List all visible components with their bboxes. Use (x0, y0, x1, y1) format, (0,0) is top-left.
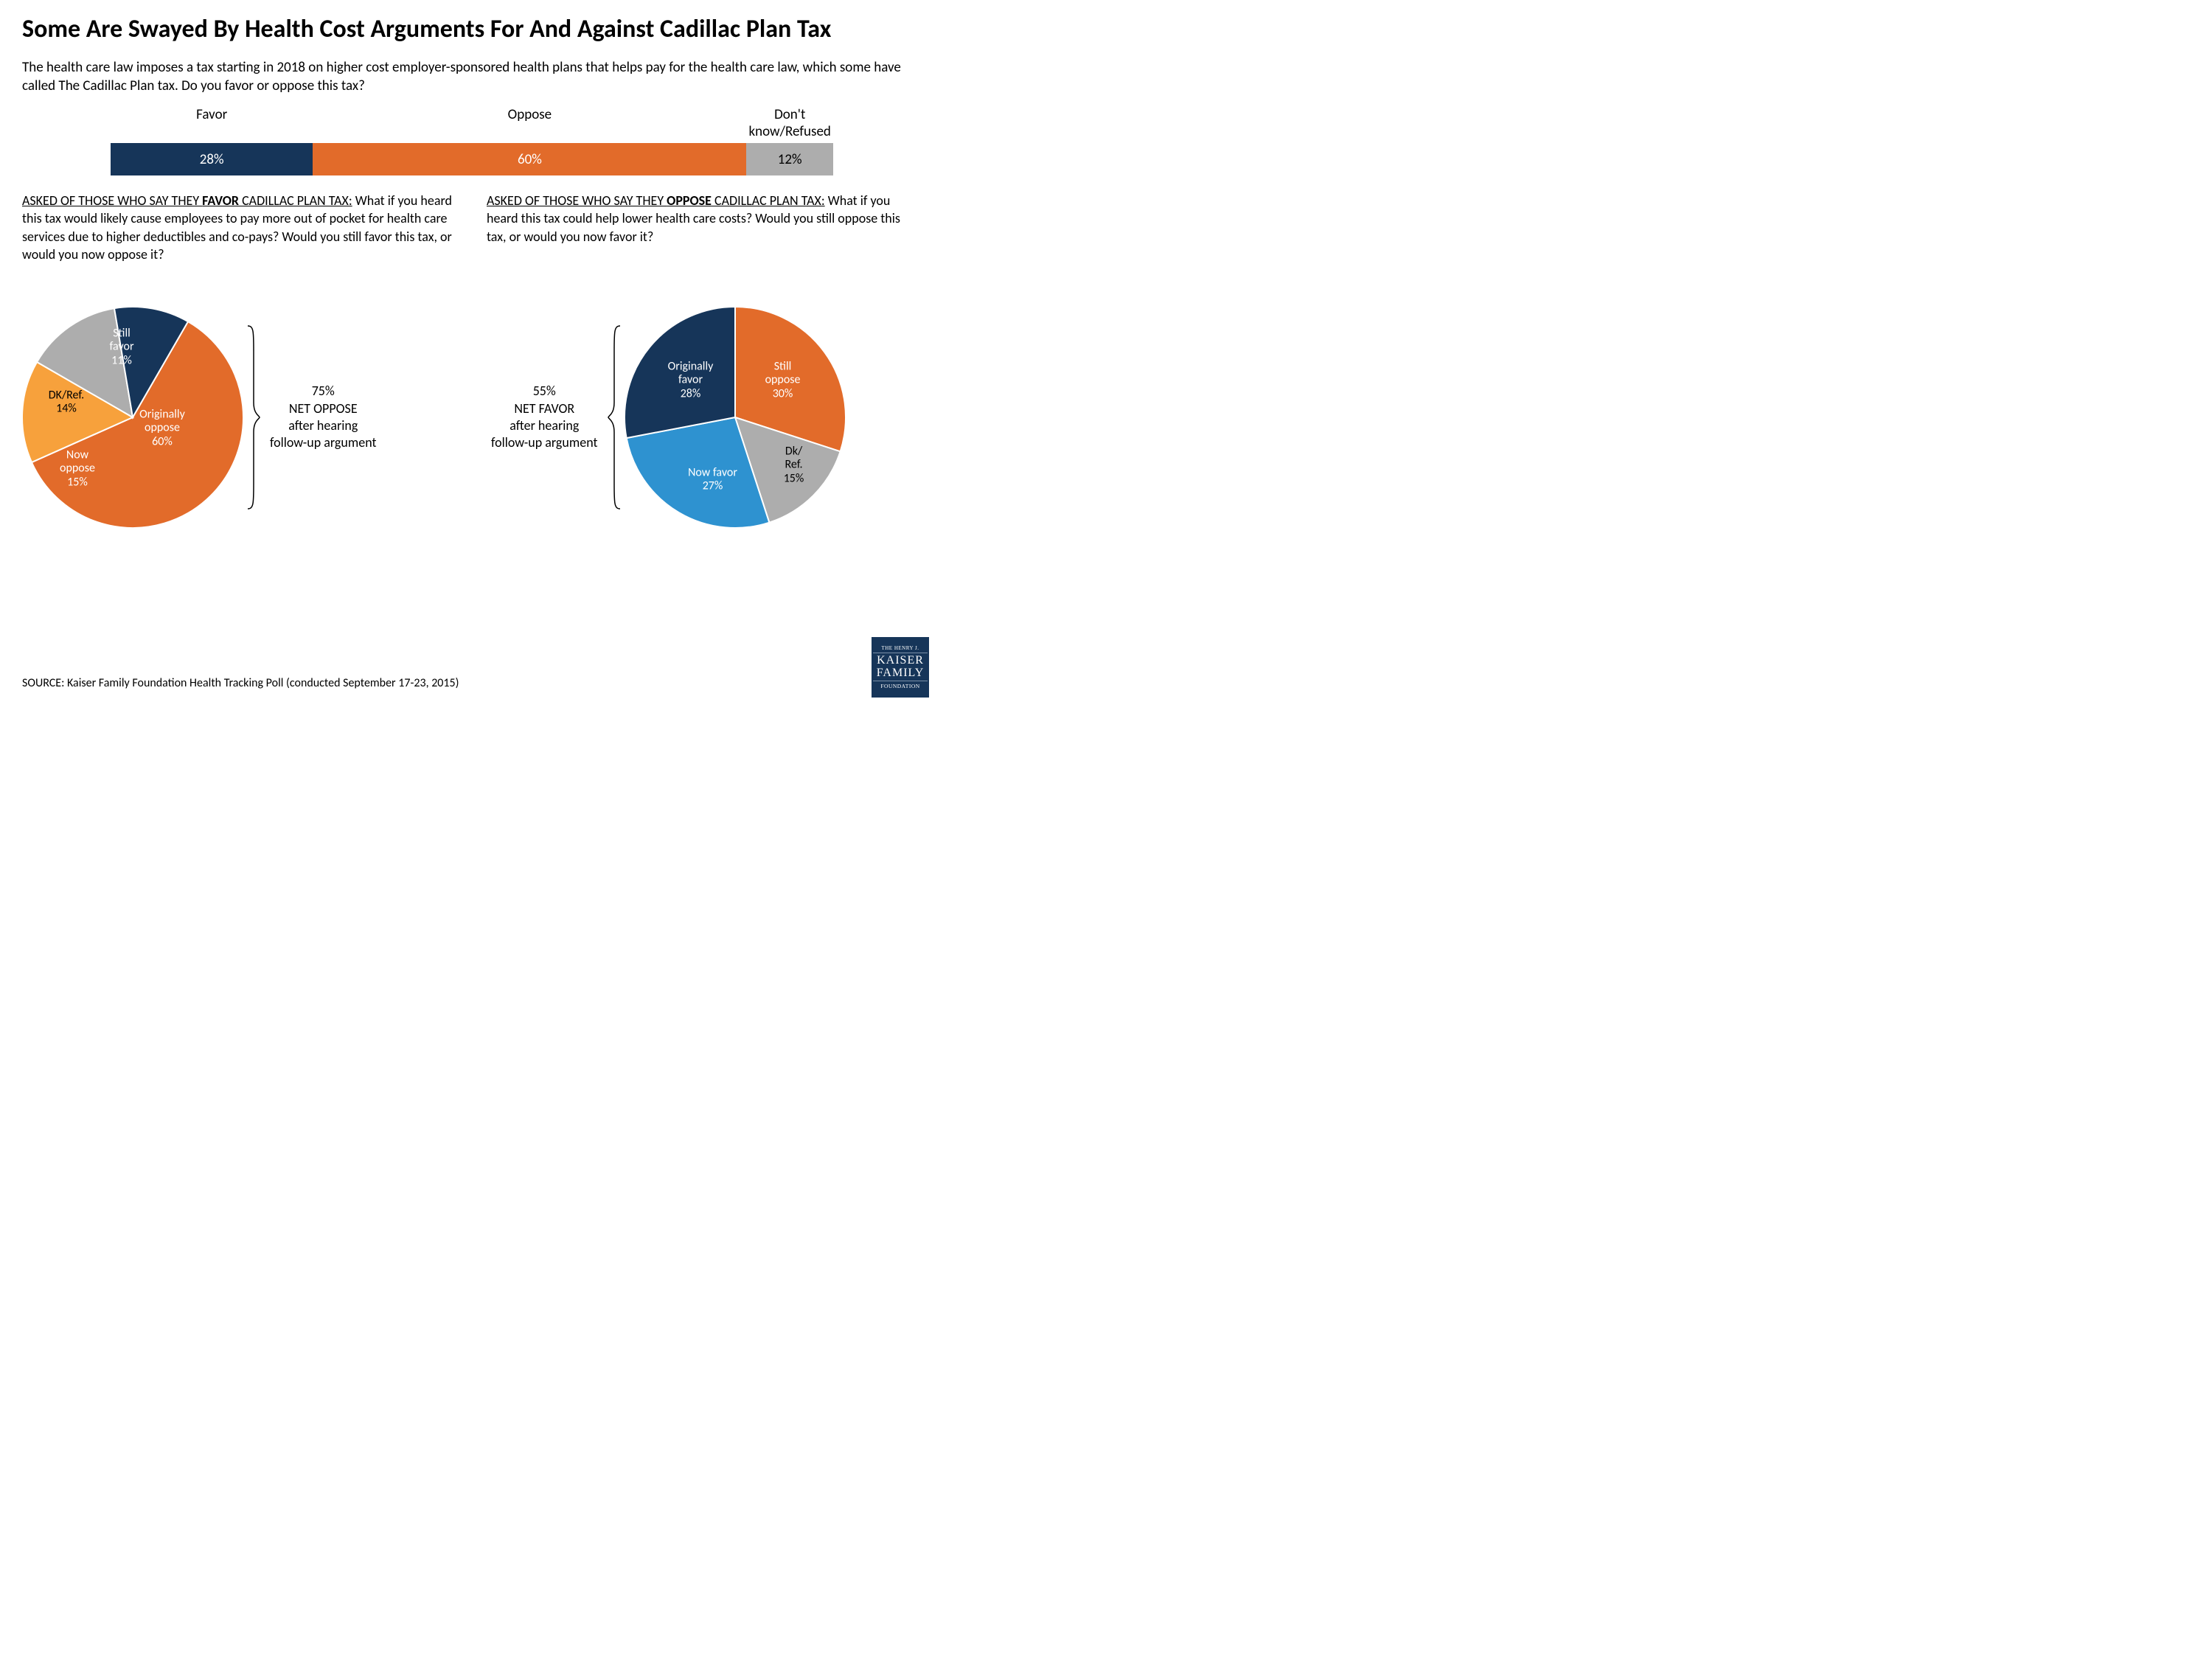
right-summary-pct: 55% (533, 383, 556, 400)
bar-segment: 28% (111, 143, 313, 175)
bar-segment-label: Oppose (313, 106, 746, 140)
pie-slice (625, 307, 735, 438)
subtitle-text: The health care law imposes a tax starti… (22, 58, 922, 96)
left-pie-chart: Originallyoppose60%Nowoppose15%DK/Ref.14… (22, 307, 243, 528)
right-summary-text: NET FAVORafter hearingfollow-up argument (491, 400, 598, 452)
left-summary-text: NET OPPOSEafter hearingfollow-up argumen… (270, 400, 377, 452)
right-followup-text: ASKED OF THOSE WHO SAY THEY OPPOSE CADIL… (487, 192, 922, 295)
left-column: ASKED OF THOSE WHO SAY THEY FAVOR CADILL… (22, 192, 457, 528)
source-text: SOURCE: Kaiser Family Foundation Health … (22, 676, 459, 690)
bar-segment: 60% (313, 143, 746, 175)
page-title: Some Are Swayed By Health Cost Arguments… (22, 15, 922, 45)
kff-logo: THE HENRY J. KAISERFAMILY FOUNDATION (872, 637, 929, 698)
stacked-bar-labels: FavorOpposeDon't know/Refused (111, 106, 833, 140)
right-pie-chart: Stilloppose30%Dk/Ref.15%Now favor27%Orig… (625, 307, 846, 528)
right-summary: 55% NET FAVORafter hearingfollow-up argu… (487, 383, 602, 452)
pie-svg (625, 307, 846, 528)
bar-segment-label: Favor (111, 106, 313, 140)
left-summary-pct: 75% (312, 383, 335, 400)
left-followup-text: ASKED OF THOSE WHO SAY THEY FAVOR CADILL… (22, 192, 457, 295)
bar-segment: 12% (746, 143, 833, 175)
stacked-bar: 28%60%12% (111, 143, 833, 175)
logo-bot: FOUNDATION (873, 681, 928, 689)
brace-icon (607, 321, 625, 513)
logo-top: THE HENRY J. (873, 645, 928, 653)
left-summary: 75% NET OPPOSEafter hearingfollow-up arg… (265, 383, 381, 452)
bar-segment-label: Don't know/Refused (746, 106, 833, 140)
brace-icon (243, 321, 261, 513)
right-column: ASKED OF THOSE WHO SAY THEY OPPOSE CADIL… (487, 192, 922, 528)
logo-main: KAISERFAMILY (873, 655, 928, 680)
pie-svg (22, 307, 243, 528)
